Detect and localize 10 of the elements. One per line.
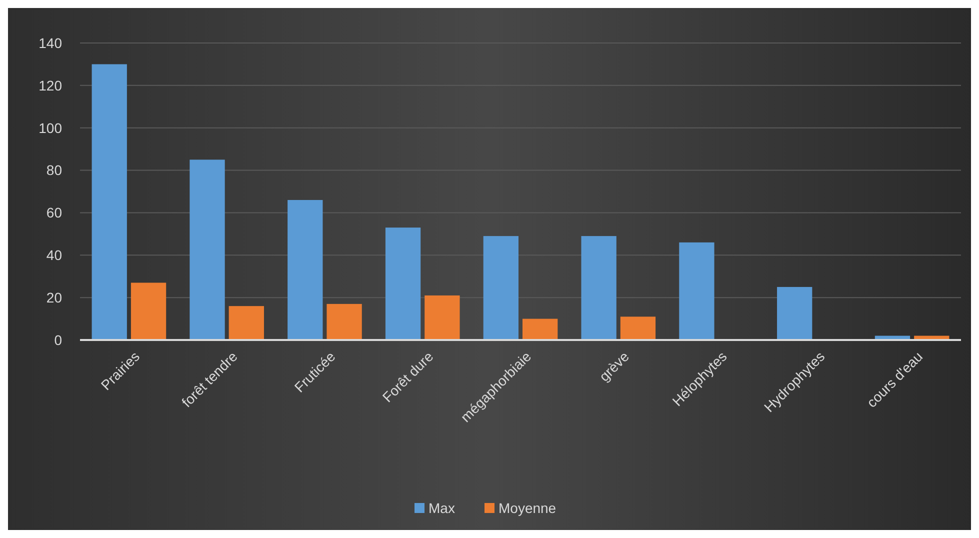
y-tick-label: 120	[38, 77, 62, 94]
y-tick-label: 40	[46, 247, 62, 264]
y-tick-label: 140	[38, 34, 62, 51]
y-tick-label: 20	[46, 289, 62, 306]
y-tick-label: 100	[38, 120, 62, 136]
legend-label: Max	[428, 500, 455, 516]
y-tick-label: 80	[46, 162, 62, 178]
legend-label: Moyenne	[498, 500, 556, 516]
y-tick-label: 0	[54, 332, 62, 348]
y-tick-label: 60	[46, 204, 62, 221]
